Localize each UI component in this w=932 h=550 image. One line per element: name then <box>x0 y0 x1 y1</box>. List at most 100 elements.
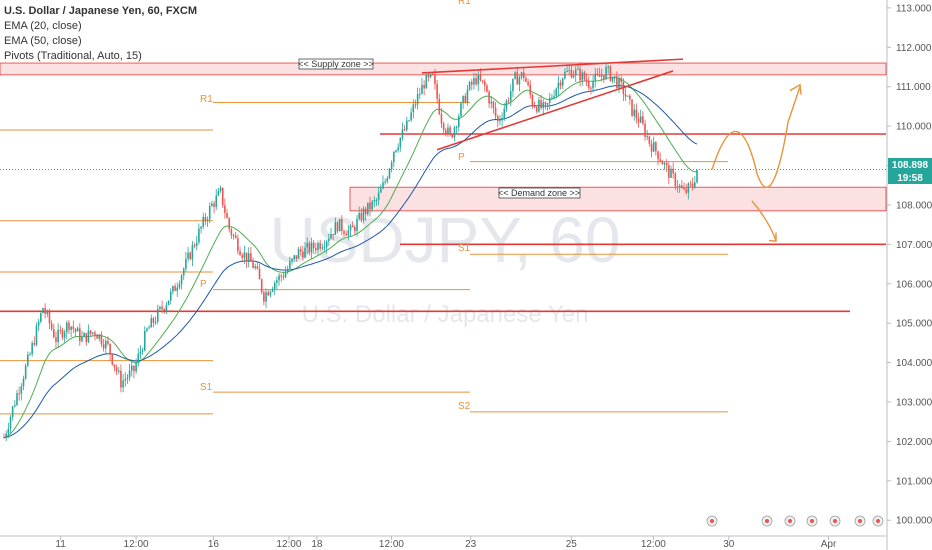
candles <box>3 62 698 442</box>
candle-body <box>559 82 562 86</box>
pivot-labels: R1 P S1 P S1 S2 R1 <box>200 0 471 412</box>
candle-body <box>113 364 116 368</box>
candle-body <box>403 129 406 131</box>
candle-body <box>98 334 101 339</box>
economic-events[interactable] <box>706 515 884 527</box>
candle-body <box>265 292 267 302</box>
candle-body <box>592 81 594 89</box>
candle-body <box>568 70 571 72</box>
candle-body <box>286 268 289 273</box>
candle-body <box>646 136 648 138</box>
candle-body <box>624 94 627 97</box>
candle-body <box>33 343 36 345</box>
candle-body <box>143 330 146 351</box>
candle-body <box>124 378 127 381</box>
candle-body <box>9 417 12 429</box>
candle-body <box>637 118 640 123</box>
candle-body <box>642 116 644 124</box>
candle-body <box>120 370 122 388</box>
candle-body <box>341 219 343 232</box>
candle-body <box>483 81 486 86</box>
candle-body <box>239 251 241 256</box>
candle-body <box>306 243 308 248</box>
candle-body <box>611 76 614 81</box>
candle-body <box>159 306 161 310</box>
candle-body <box>267 292 270 296</box>
candle-body <box>434 74 436 84</box>
candle-body <box>574 69 577 76</box>
candle-body <box>48 311 51 324</box>
candle-body <box>655 142 657 152</box>
candle-body <box>191 245 194 260</box>
candle-body <box>137 353 140 364</box>
candle-body <box>165 304 168 311</box>
candle-body <box>613 76 616 78</box>
candle-body <box>53 329 55 338</box>
candle-body <box>260 279 263 293</box>
candle-body <box>358 212 360 220</box>
candle-body <box>42 308 44 314</box>
candle-body <box>538 100 540 112</box>
candle-body <box>72 326 75 330</box>
pivots <box>0 101 728 415</box>
candle-body <box>648 136 651 144</box>
pivot-label-r1-left: R1 <box>200 94 213 105</box>
legend-ema50[interactable]: EMA (50, close) <box>4 35 82 47</box>
candle-body <box>425 75 428 89</box>
candle-body <box>50 323 53 330</box>
legend-symbol[interactable]: U.S. Dollar / Japanese Yen, 60, FXCM <box>4 5 197 17</box>
event-dot-icon <box>858 519 862 523</box>
candle-body <box>256 266 259 269</box>
candle-body <box>252 261 254 268</box>
candle-body <box>447 127 449 134</box>
candle-body <box>546 103 549 105</box>
candle-body <box>605 67 607 79</box>
candle-body <box>419 94 421 96</box>
candle-body <box>464 95 467 103</box>
candle-body <box>674 173 677 187</box>
candle-body <box>280 275 282 277</box>
candle-body <box>665 163 668 166</box>
candle-body <box>397 147 399 151</box>
candle-body <box>87 330 90 343</box>
candle-body <box>518 77 521 85</box>
x-axis[interactable]: 11 12:00 16 12:00 18 12:00 23 25 12:00 30 Apr <box>0 535 886 550</box>
y-tick-label: 102.000 <box>896 437 932 448</box>
candle-body <box>338 219 341 232</box>
x-tick-label: 16 <box>208 539 220 550</box>
bearish-arrowhead <box>768 232 777 242</box>
candle-body <box>308 243 311 253</box>
candle-body <box>507 100 510 102</box>
y-tick-label: 113.000 <box>896 3 932 14</box>
candle-body <box>299 249 302 252</box>
price-tag-box <box>888 158 932 171</box>
legend-pivots[interactable]: Pivots (Traditional, Auto, 15) <box>4 50 142 62</box>
candle-body <box>375 200 378 202</box>
candle-body <box>681 185 683 188</box>
demand-zone <box>349 186 887 212</box>
candle-body <box>436 83 438 99</box>
candle-body <box>152 318 155 323</box>
candle-body <box>438 98 441 114</box>
candle-body <box>388 169 391 179</box>
zone-labels: << Supply zone >> << Demand zone >> <box>298 58 581 199</box>
candle-body <box>557 82 560 89</box>
bearish-projection <box>751 200 777 241</box>
y-axis[interactable]: 100.000 101.000 102.000 103.000 104.000 105.0… <box>886 0 932 550</box>
event-dot-icon <box>788 519 792 523</box>
candle-body <box>230 229 233 236</box>
bullish-arrowhead <box>789 83 802 95</box>
legend-ema20[interactable]: EMA (20, close) <box>4 20 82 32</box>
candle-body <box>421 84 423 95</box>
candle-body <box>440 113 443 124</box>
candle-body <box>429 74 432 77</box>
candle-body <box>37 321 40 326</box>
candle-body <box>594 73 597 82</box>
x-tick-label: 25 <box>566 539 578 550</box>
candle-body <box>18 393 20 395</box>
candle-body <box>367 202 369 215</box>
candle-body <box>228 218 231 230</box>
x-tick-label: 12:00 <box>276 539 301 550</box>
candle-body <box>66 322 68 333</box>
